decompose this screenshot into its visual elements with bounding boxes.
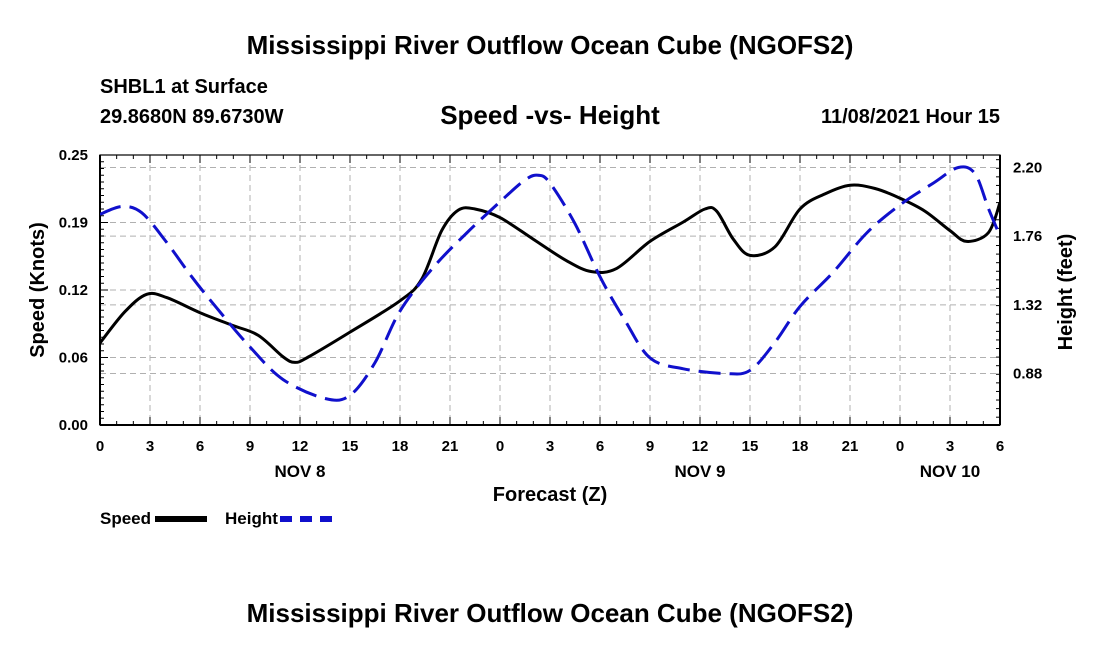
y-tick-label-left: 0.12 xyxy=(59,282,88,299)
x-tick-label: 6 xyxy=(596,438,604,455)
x-tick-label: 15 xyxy=(742,438,759,455)
y-tick-label-left: 0.25 xyxy=(59,147,88,164)
x-tick-label: 9 xyxy=(246,438,254,455)
y-tick-label-left: 0.06 xyxy=(59,350,88,367)
x-tick-label: 21 xyxy=(842,438,859,455)
chart-footer-title: Mississippi River Outflow Ocean Cube (NG… xyxy=(246,598,854,628)
chart-legend: Speed Height xyxy=(100,508,350,530)
station-coordinates: 29.8680N 89.6730W xyxy=(100,106,284,128)
x-axis-title: Forecast (Z) xyxy=(493,484,607,506)
y-tick-label-left: 0.00 xyxy=(59,417,88,434)
legend-item-speed: Speed xyxy=(100,509,208,529)
x-tick-label: 3 xyxy=(546,438,554,455)
series-line-height xyxy=(100,165,1000,402)
day-label: NOV 10 xyxy=(920,462,980,481)
forecast-datetime: 11/08/2021 Hour 15 xyxy=(820,106,1000,128)
x-tick-label: 3 xyxy=(146,438,154,455)
chart-subtitle: Speed -vs- Height xyxy=(440,100,660,130)
x-tick-label: 9 xyxy=(646,438,654,455)
x-tick-label: 0 xyxy=(496,438,504,455)
y-tick-label-right: 2.20 xyxy=(1013,159,1042,176)
x-tick-label: 18 xyxy=(792,438,809,455)
x-tick-label: 3 xyxy=(946,438,954,455)
legend-item-height: Height xyxy=(225,509,332,529)
y-tick-label-right: 1.32 xyxy=(1013,297,1042,314)
y-axis-title-left: Speed (Knots) xyxy=(27,222,49,358)
legend-swatch-height xyxy=(279,516,332,522)
legend-label-height: Height xyxy=(225,509,278,528)
day-label: NOV 8 xyxy=(274,462,325,481)
y-tick-label-right: 0.88 xyxy=(1013,365,1042,382)
series-line-speed xyxy=(100,183,1000,364)
y-tick-label-right: 1.76 xyxy=(1013,228,1042,245)
x-tick-label: 12 xyxy=(692,438,709,455)
day-label: NOV 9 xyxy=(674,462,725,481)
x-tick-label: 6 xyxy=(996,438,1004,455)
x-tick-label: 12 xyxy=(292,438,309,455)
x-tick-label: 18 xyxy=(392,438,409,455)
x-tick-label: 6 xyxy=(196,438,204,455)
x-tick-label: 21 xyxy=(442,438,459,455)
legend-swatch-speed xyxy=(155,516,208,522)
x-tick-label: 0 xyxy=(96,438,104,455)
x-tick-label: 0 xyxy=(896,438,904,455)
station-label: SHBL1 at Surface xyxy=(100,76,268,98)
legend-label-speed: Speed xyxy=(100,509,152,528)
chart-main-title: Mississippi River Outflow Ocean Cube (NG… xyxy=(246,30,854,60)
x-tick-label: 15 xyxy=(342,438,359,455)
y-tick-label-left: 0.19 xyxy=(59,215,88,232)
y-axis-title-right: Height (feet) xyxy=(1055,234,1077,351)
